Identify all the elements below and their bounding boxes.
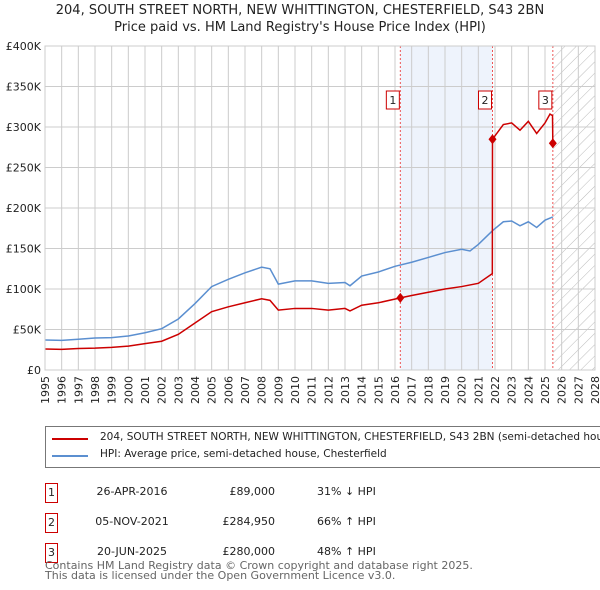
marker-badge: 2 — [45, 513, 58, 533]
legend-label: 204, SOUTH STREET NORTH, NEW WHITTINGTON… — [100, 431, 600, 443]
x-tick-label: 2008 — [256, 376, 269, 404]
x-tick-label: 2027 — [572, 376, 585, 404]
plot-border — [44, 45, 596, 371]
y-tick-label: £250K — [6, 162, 42, 175]
x-tick-label: 2024 — [522, 376, 535, 404]
x-tick-label: 2010 — [289, 376, 302, 404]
sale-price: £280,000 — [222, 545, 276, 558]
legend-label: HPI: Average price, semi-detached house,… — [100, 448, 387, 460]
x-tick-label: 2022 — [489, 376, 502, 404]
sale-label-box — [385, 90, 400, 110]
x-tick-label: 2019 — [439, 376, 452, 404]
x-tick-label: 2009 — [272, 376, 285, 404]
sale-label-box — [538, 90, 553, 110]
legend: 204, SOUTH STREET NORTH, NEW WHITTINGTON… — [45, 426, 600, 468]
y-tick-label: £100K — [6, 283, 42, 296]
sale-label: 1 — [389, 94, 396, 107]
x-tick-label: 2007 — [239, 376, 252, 404]
x-tick-label: 2003 — [172, 376, 185, 404]
series-line — [44, 112, 554, 351]
marker-badge: 3 — [45, 543, 58, 563]
sale-point — [488, 134, 497, 145]
x-tick-label: 2025 — [539, 376, 552, 404]
hpi-diff: 48% ↑ HPI — [317, 545, 376, 558]
sale-label-box — [478, 90, 492, 110]
x-tick-label: 1996 — [56, 376, 69, 404]
transaction-row: 3 20-JUN-2025 £280,000 48% ↑ HPI — [45, 543, 445, 565]
hpi-diff: 31% ↓ HPI — [317, 485, 376, 498]
x-tick-label: 2001 — [139, 376, 152, 404]
y-tick-label: £350K — [6, 81, 42, 94]
sale-point — [396, 292, 405, 303]
footer-copyright: Contains HM Land Registry data © Crown c… — [45, 559, 473, 572]
red-line-swatch — [52, 438, 88, 440]
y-tick-label: £0 — [27, 364, 41, 377]
x-tick-label: 1995 — [39, 376, 52, 404]
sale-label: 2 — [482, 94, 489, 107]
x-tick-label: 2004 — [189, 376, 202, 404]
series-line — [44, 216, 554, 342]
x-tick-label: 2015 — [372, 376, 385, 404]
y-tick-label: £150K — [6, 243, 42, 256]
x-tick-label: 2017 — [406, 376, 419, 404]
x-tick-label: 2028 — [589, 376, 600, 404]
title-line-1: 204, SOUTH STREET NORTH, NEW WHITTINGTON… — [55, 3, 545, 18]
x-tick-label: 2005 — [206, 376, 219, 404]
x-tick-label: 2012 — [322, 376, 335, 404]
x-tick-label: 2023 — [506, 376, 519, 404]
x-tick-label: 2013 — [339, 376, 352, 404]
x-tick-label: 2006 — [222, 376, 235, 404]
x-tick-label: 1999 — [106, 376, 119, 404]
x-tick-label: 2011 — [306, 376, 319, 404]
transaction-row: 1 26-APR-2016 £89,000 31% ↓ HPI — [45, 483, 445, 505]
x-tick-label: 2021 — [472, 376, 485, 404]
y-tick-label: £50K — [13, 324, 42, 337]
sale-price: £284,950 — [222, 515, 276, 528]
y-tick-label: £300K — [6, 121, 42, 134]
x-tick-label: 1998 — [89, 376, 102, 404]
x-tick-label: 1997 — [72, 376, 85, 404]
blue-line-swatch — [52, 455, 88, 457]
chart: 1995 1996 1997 1998 1999 2000 2001 2002 2003 2004… — [6, 40, 600, 404]
x-tick-label: 2016 — [389, 376, 402, 404]
x-tick-label: 2014 — [356, 376, 369, 404]
sale-price: £89,000 — [229, 485, 276, 498]
title-subtitle: Price paid vs. HM Land Registry's House … — [114, 20, 486, 35]
x-tick-label: 2000 — [122, 376, 135, 404]
sale-point — [548, 138, 557, 149]
y-tick-label: £400K — [6, 40, 42, 53]
y-tick-label: £200K — [6, 202, 42, 215]
x-tick-label: 2020 — [456, 376, 469, 404]
sale-date: 26-APR-2016 — [96, 485, 168, 498]
transaction-row: 2 05-NOV-2021 £284,950 66% ↑ HPI — [45, 513, 445, 535]
footer: Contains HM Land Registry data © Crown c… — [45, 559, 473, 582]
marker-badge: 1 — [45, 483, 58, 503]
x-tick-label: 2002 — [156, 376, 169, 404]
sale-date: 20-JUN-2025 — [96, 545, 168, 558]
x-tick-label: 2026 — [556, 376, 569, 404]
footer-licence: This data is licensed under the Open Gov… — [45, 569, 396, 582]
x-tick-label: 2018 — [422, 376, 435, 404]
sale-label: 3 — [542, 94, 549, 107]
chart-title: 204, SOUTH STREET NORTH, NEW WHITTINGTON… — [0, 2, 600, 36]
sale-date: 05-NOV-2021 — [95, 515, 169, 528]
hpi-diff: 66% ↑ HPI — [317, 515, 376, 528]
